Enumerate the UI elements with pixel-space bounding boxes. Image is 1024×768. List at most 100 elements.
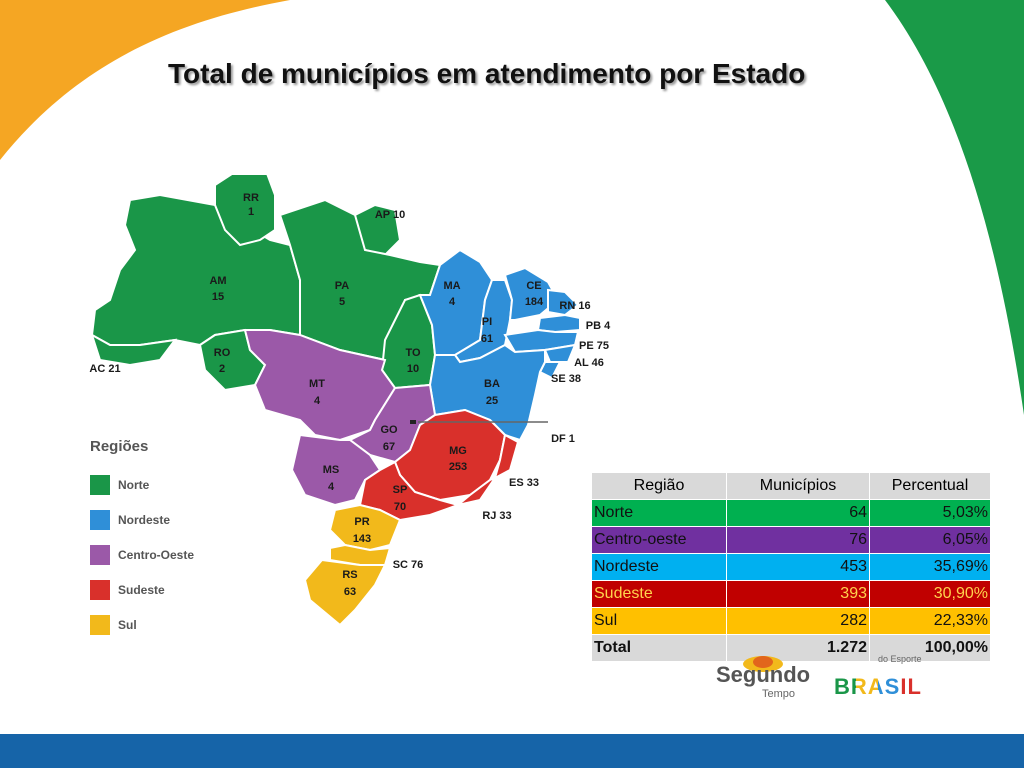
segundo-tempo-logo-icon (743, 656, 783, 672)
legend-item-norte: Norte (90, 467, 240, 502)
value-MT: 4 (314, 395, 321, 407)
cell-percent: 5,03% (869, 499, 991, 527)
value-BA: 25 (486, 395, 498, 407)
state-ES (493, 433, 520, 480)
label-MT: MT (309, 378, 325, 390)
value-PI: 61 (481, 333, 493, 345)
value-MA: 4 (449, 296, 456, 308)
value-AM: 15 (212, 291, 224, 303)
map-legend: Regiões Norte Nordeste Centro-Oeste Sude… (90, 438, 240, 642)
label-PR: PR (354, 516, 369, 528)
value-CE: 184 (525, 296, 544, 308)
legend-item-sudeste: Sudeste (90, 572, 240, 607)
cell-count: 64 (726, 499, 870, 527)
label-RO: RO (214, 347, 231, 359)
legend-swatch-centro-oeste (90, 544, 110, 565)
page-title: Total de municípios em atendimento por E… (168, 58, 806, 89)
legend-label: Norte (118, 477, 150, 492)
legend-title: Regiões (90, 438, 149, 455)
cell-region: Centro-oeste (591, 526, 727, 554)
legend-item-nordeste: Nordeste (90, 502, 240, 537)
legend-swatch-sudeste (90, 579, 110, 600)
label-SE: SE 38 (551, 373, 581, 385)
legend-label: Sudeste (118, 582, 165, 597)
header-municipios: Municípios (726, 472, 870, 500)
state-RR (214, 175, 276, 247)
table-header-row: Região Municípios Percentual (591, 472, 991, 500)
label-TO: TO (405, 347, 421, 359)
label-AM: AM (209, 275, 226, 287)
state-RJ (457, 475, 498, 506)
table-row: Sul 282 22,33% (591, 607, 991, 635)
logos: Segundo Tempo do Esporte BRASIL (716, 650, 986, 710)
label-AP: AP 10 (375, 209, 405, 221)
value-TO: 10 (407, 363, 419, 375)
header-regiao: Região (591, 472, 727, 500)
legend-label: Sul (118, 617, 137, 632)
value-PR: 143 (353, 533, 371, 545)
label-ES: ES 33 (509, 477, 539, 489)
cell-total-label: Total (591, 634, 727, 662)
value-RR: 1 (248, 206, 254, 218)
label-MS: MS (323, 464, 340, 476)
cell-count: 393 (726, 580, 870, 608)
table-row: Norte 64 5,03% (591, 499, 991, 527)
cell-percent: 30,90% (869, 580, 991, 608)
value-MS: 4 (328, 481, 335, 493)
label-GO: GO (380, 424, 398, 436)
state-RN (547, 288, 580, 317)
state-AL (543, 343, 577, 363)
label-DF: DF 1 (551, 433, 575, 445)
state-BA (428, 343, 546, 442)
legend-label: Centro-Oeste (118, 547, 195, 562)
cell-percent: 22,33% (869, 607, 991, 635)
value-PA: 5 (339, 296, 345, 308)
state-RS (303, 558, 387, 627)
cell-region: Sul (591, 607, 727, 635)
header-percentual: Percentual (869, 472, 991, 500)
value-SP: 70 (394, 501, 406, 513)
label-PE: PE 75 (579, 340, 609, 352)
state-AC (90, 332, 178, 367)
cell-count: 76 (726, 526, 870, 554)
cell-total-count: 1.272 (726, 634, 870, 662)
label-RN: RN 16 (559, 300, 590, 312)
value-RO: 2 (219, 363, 225, 375)
label-PI: PI (482, 316, 492, 328)
cell-region: Sudeste (591, 580, 727, 608)
legend-swatch-sul (90, 614, 110, 635)
state-PB (536, 313, 581, 334)
label-MG: MG (449, 445, 467, 457)
label-PB: PB 4 (586, 320, 611, 332)
logo-tempo-text: Tempo (762, 688, 796, 700)
brazil-map: RR 1 AP 10 AM 15 PA 5 MA 4 CE 184 RN 16 … (89, 175, 611, 627)
label-AC: AC 21 (89, 363, 120, 375)
table-row: Sudeste 393 30,90% (591, 580, 991, 608)
orange-swoosh (0, 0, 290, 160)
value-GO: 67 (383, 441, 395, 453)
label-CE: CE (526, 280, 541, 292)
green-swoosh (885, 0, 1024, 415)
label-SC: SC 76 (393, 559, 424, 571)
label-SP: SP (393, 484, 408, 496)
cell-percent: 35,69% (869, 553, 991, 581)
logo-segundo-text: Segundo (716, 662, 811, 687)
label-MA: MA (443, 280, 460, 292)
label-PA: PA (335, 280, 350, 292)
cell-count: 282 (726, 607, 870, 635)
footer-bar (0, 734, 1024, 768)
cell-count: 453 (726, 553, 870, 581)
cell-total-percent: 100,00% (869, 634, 991, 662)
legend-item-centro-oeste: Centro-Oeste (90, 537, 240, 572)
cell-region: Norte (591, 499, 727, 527)
label-RR: RR (243, 192, 259, 204)
value-RS: 63 (344, 586, 356, 598)
logo-brasil-text: BRASIL (834, 674, 922, 699)
region-table: Região Municípios Percentual Norte 64 5,… (591, 472, 991, 662)
legend-label: Nordeste (118, 512, 171, 527)
legend-swatch-nordeste (90, 509, 110, 530)
legend-swatch-norte (90, 474, 110, 495)
legend-item-sul: Sul (90, 607, 240, 642)
state-PR (328, 503, 402, 552)
